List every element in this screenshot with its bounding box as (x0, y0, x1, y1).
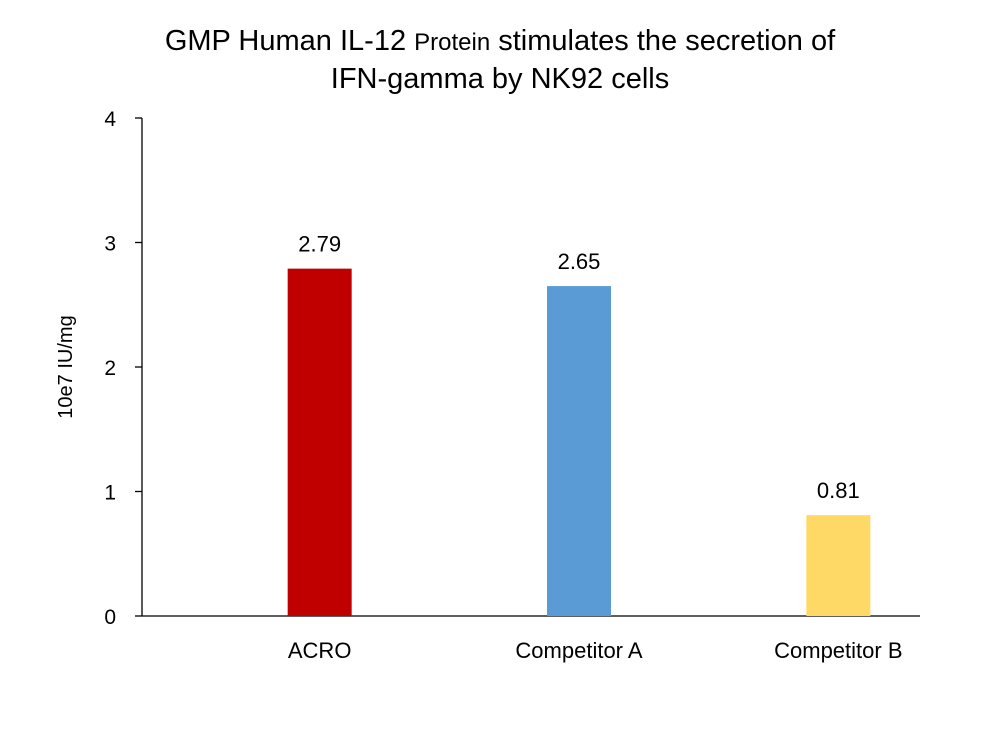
y-axis-title: 10e7 IU/mg (55, 315, 77, 418)
bar (547, 286, 611, 616)
bar (806, 515, 871, 616)
y-tick-label: 0 (104, 606, 116, 629)
axes: 0 1 2 3 4 (104, 108, 920, 629)
x-category-label: Competitor A (515, 638, 642, 663)
y-tick-label: 4 (104, 108, 116, 131)
chart-title-part-1: GMP Human IL-12 (165, 25, 414, 57)
chart-title-line-2: IFN-gamma by NK92 cells (331, 63, 669, 95)
y-tick-label: 2 (104, 357, 116, 380)
data-label: 0.81 (817, 478, 860, 503)
x-category-label: Competitor B (774, 638, 902, 663)
data-label: 2.65 (558, 249, 601, 274)
data-label: 2.79 (298, 232, 341, 257)
x-category-label: ACRO (288, 638, 352, 663)
bars: 2.79 ACRO 2.65 Competitor A 0.81 Competitor B (287, 232, 903, 663)
y-tick-label: 3 (104, 233, 116, 256)
chart-title-part-2: Protein (414, 29, 490, 56)
chart-title-line-1: GMP Human IL-12 Protein stimulates the s… (165, 25, 836, 57)
chart-title-part-3: stimulates the secretion of (490, 25, 836, 57)
bar (287, 268, 352, 616)
y-tick-label: 1 (104, 482, 116, 505)
